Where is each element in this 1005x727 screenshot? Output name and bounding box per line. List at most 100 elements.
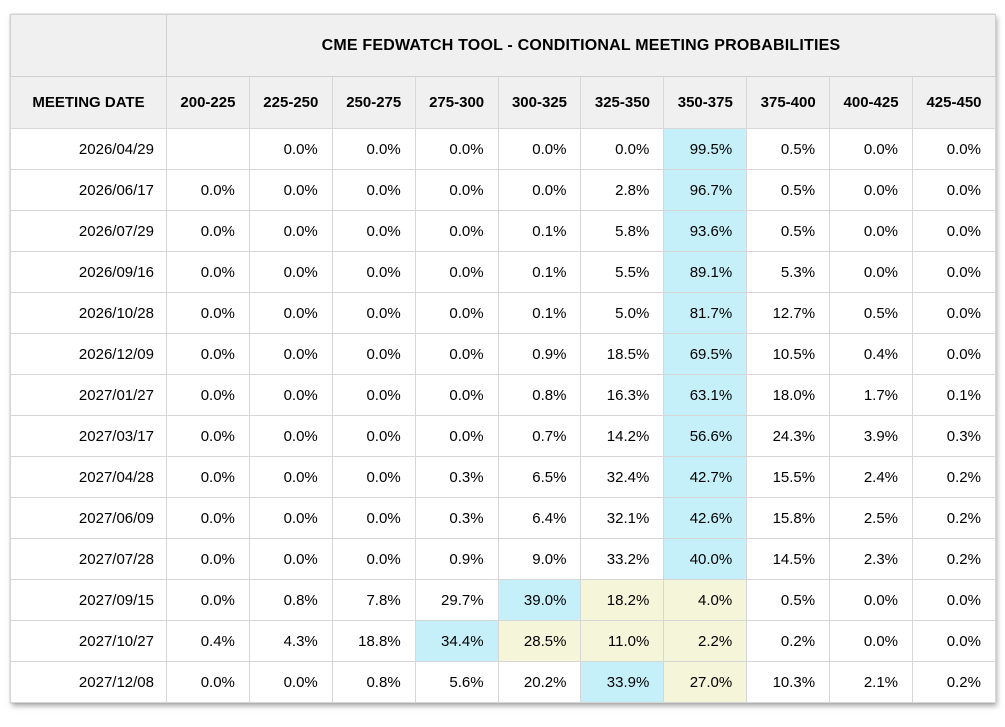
probability-cell: 0.0% xyxy=(166,169,250,211)
probability-cell: 0.2% xyxy=(912,661,996,703)
probability-cell: 0.0% xyxy=(912,292,996,334)
table-body: 2026/04/29 0.0% 0.0% 0.0% 0.0% 0.0% 99.5% 0.5% 0… xyxy=(10,128,996,703)
table-row: 2027/09/15 0.0% 0.8% 7.8% 29.7% 39.0% 18.2% 4.0… xyxy=(10,579,996,621)
probability-cell: 0.3% xyxy=(912,415,996,457)
probability-cell: 0.0% xyxy=(829,579,914,621)
probability-cell: 1.7% xyxy=(829,374,914,416)
probability-cell: 32.1% xyxy=(580,497,665,539)
probability-cell: 93.6% xyxy=(663,210,748,252)
table-row: 2026/10/28 0.0% 0.0% 0.0% 0.0% 0.1% 5.0% 81.7% 1… xyxy=(10,292,996,334)
probability-cell: 56.6% xyxy=(663,415,748,457)
probability-cell: 0.0% xyxy=(331,538,416,580)
probability-cell: 0.0% xyxy=(331,497,416,539)
meeting-date-cell: 2027/09/15 xyxy=(10,579,167,621)
probability-cell: 0.0% xyxy=(912,169,996,211)
probability-cell: 0.5% xyxy=(746,128,831,170)
probability-cell: 0.0% xyxy=(912,251,996,293)
probability-cell: 27.0% xyxy=(663,661,748,703)
probability-cell: 0.0% xyxy=(166,579,250,621)
probability-cell: 0.0% xyxy=(912,210,996,252)
rate-range-header: 250-275 xyxy=(331,76,416,129)
probability-cell: 0.5% xyxy=(746,210,831,252)
probability-cell: 0.0% xyxy=(248,169,333,211)
table-head: CME FEDWATCH TOOL - CONDITIONAL MEETING … xyxy=(10,14,996,129)
table-row: 2027/06/09 0.0% 0.0% 0.0% 0.3% 6.4% 32.1% 42.6%… xyxy=(10,497,996,539)
rate-range-header: 325-350 xyxy=(580,76,665,129)
probability-cell: 81.7% xyxy=(663,292,748,334)
probability-cell: 69.5% xyxy=(663,333,748,375)
meeting-date-cell: 2026/04/29 xyxy=(10,128,167,170)
probability-cell: 9.0% xyxy=(497,538,582,580)
probability-cell: 0.0% xyxy=(912,620,996,662)
probability-cell: 0.1% xyxy=(497,292,582,334)
meeting-date-header: MEETING DATE xyxy=(10,76,167,129)
probability-cell: 28.5% xyxy=(497,620,582,662)
column-header-row: MEETING DATE 200-225 225-250 250-275 275-30… xyxy=(10,76,996,129)
probability-cell: 99.5% xyxy=(663,128,748,170)
probability-cell: 0.2% xyxy=(912,538,996,580)
probability-cell: 5.8% xyxy=(580,210,665,252)
probability-cell: 18.5% xyxy=(580,333,665,375)
probability-cell: 0.0% xyxy=(414,374,499,416)
probability-cell: 42.7% xyxy=(663,456,748,498)
probability-cell: 3.9% xyxy=(829,415,914,457)
probability-cell: 5.6% xyxy=(414,661,499,703)
probability-cell: 0.0% xyxy=(166,292,250,334)
probability-cell: 0.8% xyxy=(248,579,333,621)
probability-cell: 0.3% xyxy=(414,456,499,498)
rate-range-header: 350-375 xyxy=(663,76,748,129)
probability-cell: 15.8% xyxy=(746,497,831,539)
probability-cell: 16.3% xyxy=(580,374,665,416)
probability-cell: 29.7% xyxy=(414,579,499,621)
probability-cell: 15.5% xyxy=(746,456,831,498)
meeting-date-cell: 2027/10/27 xyxy=(10,620,167,662)
probability-cell: 0.1% xyxy=(912,374,996,416)
probability-cell: 0.0% xyxy=(248,497,333,539)
probability-cell: 24.3% xyxy=(746,415,831,457)
probability-cell: 6.4% xyxy=(497,497,582,539)
meeting-date-cell: 2026/07/29 xyxy=(10,210,167,252)
probability-cell: 0.0% xyxy=(248,251,333,293)
probability-cell: 0.0% xyxy=(248,661,333,703)
conditional-probabilities-grid: CME FEDWATCH TOOL - CONDITIONAL MEETING … xyxy=(10,14,996,703)
probability-cell: 0.0% xyxy=(912,128,996,170)
probability-cell: 0.0% xyxy=(331,415,416,457)
probability-cell: 0.2% xyxy=(912,456,996,498)
probability-cell: 0.3% xyxy=(414,497,499,539)
probability-cell: 0.0% xyxy=(580,128,665,170)
probability-cell: 0.1% xyxy=(497,251,582,293)
probability-cell: 0.0% xyxy=(829,620,914,662)
probability-cell: 0.0% xyxy=(497,128,582,170)
probability-cell: 20.2% xyxy=(497,661,582,703)
probability-cell: 89.1% xyxy=(663,251,748,293)
probability-cell: 42.6% xyxy=(663,497,748,539)
probability-cell xyxy=(166,128,250,170)
table-row: 2026/07/29 0.0% 0.0% 0.0% 0.0% 0.1% 5.8% 93.6% 0… xyxy=(10,210,996,252)
probability-cell: 0.0% xyxy=(414,210,499,252)
probability-cell: 0.0% xyxy=(414,415,499,457)
table-row: 2027/01/27 0.0% 0.0% 0.0% 0.0% 0.8% 16.3% 63.1%… xyxy=(10,374,996,416)
probability-cell: 0.0% xyxy=(331,128,416,170)
probability-cell: 40.0% xyxy=(663,538,748,580)
probability-cell: 0.8% xyxy=(331,661,416,703)
probability-cell: 2.2% xyxy=(663,620,748,662)
probability-cell: 0.8% xyxy=(497,374,582,416)
meeting-date-cell: 2027/01/27 xyxy=(10,374,167,416)
title-row: CME FEDWATCH TOOL - CONDITIONAL MEETING … xyxy=(10,14,996,77)
probability-cell: 33.2% xyxy=(580,538,665,580)
probability-cell: 0.0% xyxy=(248,456,333,498)
meeting-date-cell: 2026/09/16 xyxy=(10,251,167,293)
probability-cell: 0.0% xyxy=(912,333,996,375)
table-row: 2027/07/28 0.0% 0.0% 0.0% 0.9% 9.0% 33.2% 40.0%… xyxy=(10,538,996,580)
probability-cell: 0.2% xyxy=(912,497,996,539)
probability-cell: 10.3% xyxy=(746,661,831,703)
probability-cell: 0.0% xyxy=(248,292,333,334)
probability-cell: 0.0% xyxy=(166,251,250,293)
rate-range-header: 225-250 xyxy=(248,76,333,129)
probability-cell: 2.1% xyxy=(829,661,914,703)
probability-cell: 0.5% xyxy=(746,169,831,211)
probability-cell: 0.0% xyxy=(248,128,333,170)
probability-cell: 0.0% xyxy=(331,210,416,252)
probability-cell: 7.8% xyxy=(331,579,416,621)
probability-cell: 0.0% xyxy=(829,169,914,211)
